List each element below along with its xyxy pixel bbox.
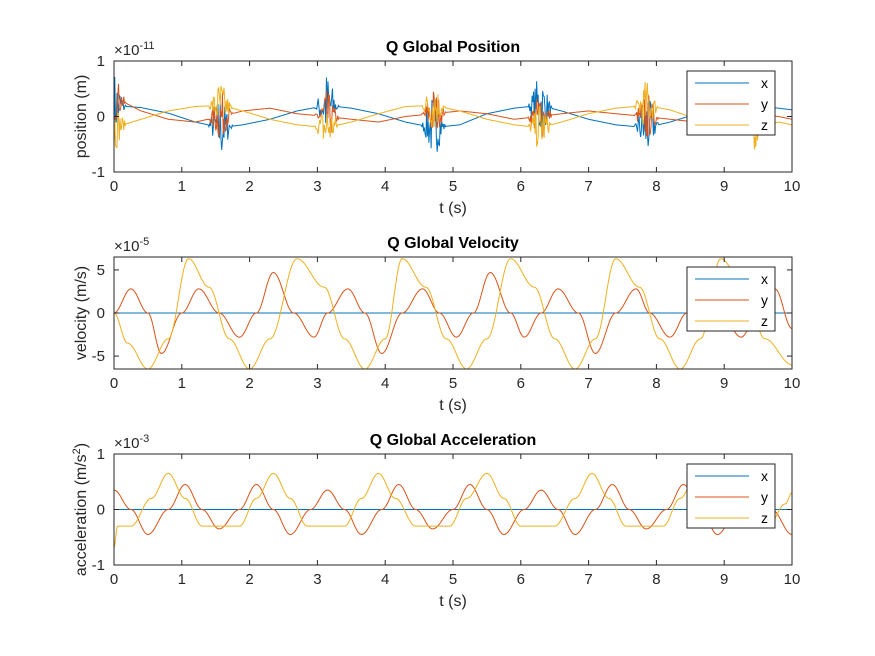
velocity-series-y (114, 271, 792, 355)
position-y-axis-label: position (m) (73, 75, 90, 159)
position-x-tick-label: 6 (517, 178, 525, 195)
position-y-tick-label: 1 (97, 53, 105, 70)
acceleration-y-axis-label: acceleration (m/s2) (71, 443, 90, 576)
acceleration-x-tick-label: 1 (178, 571, 186, 588)
acceleration-x-tick-label: 3 (313, 571, 321, 588)
position-y-tick-label: -1 (92, 164, 105, 181)
position-legend-box (686, 70, 776, 136)
acceleration-legend: xyz (686, 463, 776, 529)
acceleration-y-tick-label: 0 (97, 502, 105, 519)
velocity-x-tick-label: 10 (784, 375, 801, 392)
velocity-y-axis-label: velocity (m/s) (73, 266, 90, 360)
velocity-legend-label-z: z (761, 313, 768, 329)
velocity-y-tick-label: 0 (97, 305, 105, 322)
acceleration-x-tick-label: 0 (110, 571, 118, 588)
velocity-x-tick-label: 0 (110, 375, 118, 392)
position-series-y (114, 83, 792, 138)
velocity-x-axis-label: t (s) (439, 397, 467, 414)
velocity-y-tick-label: -5 (92, 348, 105, 365)
velocity-x-tick-label: 3 (313, 375, 321, 392)
position-x-tick-label: 3 (313, 178, 321, 195)
acceleration-x-tick-label: 9 (720, 571, 728, 588)
acceleration-legend-label-x: x (761, 468, 768, 484)
velocity-x-tick-label: 9 (720, 375, 728, 392)
acceleration-legend-label-y: y (761, 489, 768, 505)
acceleration-x-tick-label: 6 (517, 571, 525, 588)
position-x-tick-label: 5 (449, 178, 457, 195)
position-x-tick-label: 8 (652, 178, 660, 195)
acceleration-y-tick-label: -1 (92, 557, 105, 574)
position-series-x (114, 76, 792, 152)
velocity-legend-box (686, 266, 776, 332)
position-x-tick-label: 10 (784, 178, 801, 195)
velocity-title: Q Global Velocity (387, 235, 519, 252)
position-legend: xyz (686, 70, 776, 136)
position-x-tick-label: 9 (720, 178, 728, 195)
velocity-x-tick-label: 5 (449, 375, 457, 392)
velocity-x-tick-label: 2 (245, 375, 253, 392)
velocity-x-tick-label: 6 (517, 375, 525, 392)
position-y-tick-label: 0 (97, 109, 105, 126)
velocity-subplot: 0 1 2 3 4 5 6 7 8 9 10-505×10-5 Q Global Velocityt … (73, 235, 800, 414)
acceleration-x-axis-label: t (s) (439, 593, 467, 610)
acceleration-legend-box (686, 463, 776, 529)
position-series-z (114, 82, 792, 150)
position-x-axis-label: t (s) (439, 200, 467, 217)
position-title: Q Global Position (386, 39, 520, 56)
acceleration-legend-label-z: z (761, 510, 768, 526)
acceleration-x-tick-label: 7 (584, 571, 592, 588)
velocity-x-tick-label: 8 (652, 375, 660, 392)
acceleration-x-tick-label: 4 (381, 571, 389, 588)
velocity-x-tick-label: 4 (381, 375, 389, 392)
position-x-tick-label: 7 (584, 178, 592, 195)
position-x-tick-label: 2 (245, 178, 253, 195)
position-subplot: 0 1 2 3 4 5 6 7 8 9 10-101×10-11 Q Global Positiont… (73, 39, 800, 217)
velocity-legend-label-y: y (761, 292, 768, 308)
acceleration-title: Q Global Acceleration (370, 432, 537, 449)
position-x-tick-label: 4 (381, 178, 389, 195)
position-legend-label-z: z (761, 117, 768, 133)
velocity-legend: xyz (686, 266, 776, 332)
position-legend-label-y: y (761, 96, 768, 112)
velocity-x-tick-label: 7 (584, 375, 592, 392)
acceleration-x-tick-label: 8 (652, 571, 660, 588)
position-x-tick-label: 0 (110, 178, 118, 195)
acceleration-x-tick-label: 5 (449, 571, 457, 588)
velocity-y-tick-label: 5 (97, 262, 105, 279)
position-legend-label-x: x (761, 75, 768, 91)
acceleration-x-tick-label: 10 (784, 571, 801, 588)
acceleration-x-tick-label: 2 (245, 571, 253, 588)
position-x-tick-label: 1 (178, 178, 186, 195)
acceleration-series-y (114, 484, 792, 535)
velocity-x-tick-label: 1 (178, 375, 186, 392)
velocity-legend-label-x: x (761, 271, 768, 287)
acceleration-y-tick-label: 1 (97, 446, 105, 463)
acceleration-subplot: 0 1 2 3 4 5 6 7 8 9 10-101×10-3 Q Global Accelerati… (71, 432, 800, 610)
acceleration-series-z (114, 472, 792, 549)
